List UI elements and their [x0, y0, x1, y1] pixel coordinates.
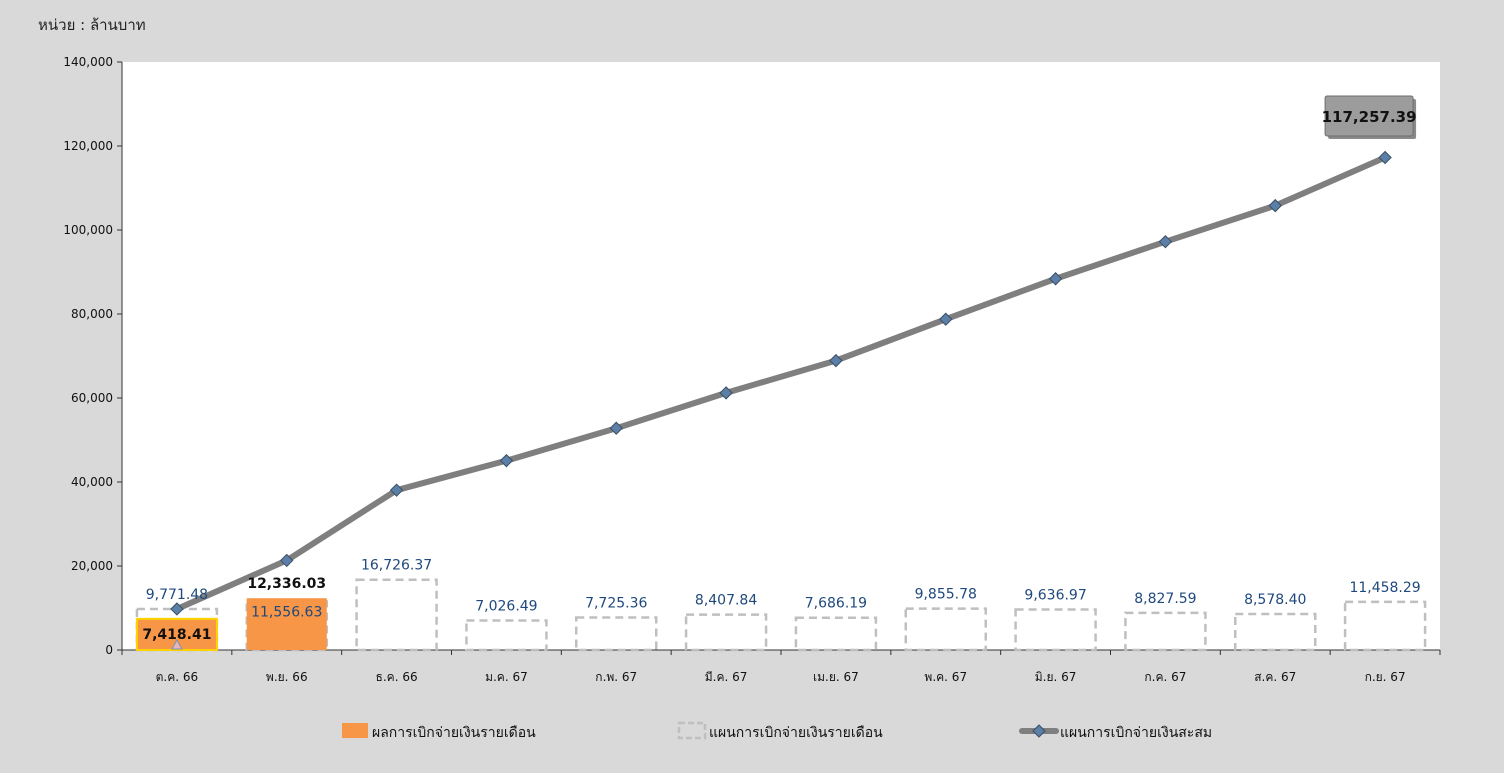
- line-marker: [829, 353, 843, 368]
- x-tick-label: ก.พ. 67: [595, 670, 637, 684]
- callout-value: 117,257.39: [1322, 108, 1417, 126]
- plan-bar: [794, 616, 878, 652]
- cumulative-line-path: [173, 154, 1389, 612]
- line-marker: [939, 312, 953, 326]
- y-tick-label: 80,000: [71, 307, 113, 321]
- actual-bar: [246, 598, 327, 650]
- plan-bar: [575, 616, 658, 652]
- legend-swatch-actual: [342, 723, 368, 738]
- actual-value-label: 7,418.41: [142, 627, 211, 643]
- end-callout: 117,257.39: [1322, 95, 1417, 139]
- plan-bar: [1343, 600, 1427, 652]
- y-tick-label: 100,000: [63, 223, 113, 237]
- x-tick-label: พ.ค. 67: [924, 670, 967, 684]
- line-marker: [1378, 150, 1392, 165]
- plan-bar: [1234, 612, 1317, 652]
- x-axis: ต.ค. 66 พ.ย. 66 ธ.ค. 66 ม.ค. 67 ก.พ. 67 มี.ค.…: [121, 649, 1441, 684]
- line-marker: [1048, 272, 1063, 286]
- y-tick-label: 120,000: [63, 139, 113, 153]
- y-tick-label: 20,000: [71, 559, 113, 573]
- actual-value-label: 12,336.03: [247, 576, 326, 592]
- plan-value-label: 11,556.63: [251, 604, 322, 620]
- y-tick-label: 60,000: [71, 391, 113, 405]
- line-marker: [1268, 198, 1282, 213]
- line-marker: [280, 553, 294, 568]
- legend-label-plan: แผนการเบิกจ่ายเงินรายเดือน: [709, 725, 883, 741]
- plot-area: [122, 62, 1440, 650]
- unit-label: หน่วย : ล้านบาท: [38, 16, 146, 34]
- plan-value-label: 8,407.84: [695, 593, 757, 609]
- plan-value-label: 8,827.59: [1134, 591, 1196, 607]
- line-marker: [170, 602, 184, 616]
- y-tick-label: 40,000: [71, 475, 113, 489]
- x-tick-label: มี.ค. 67: [705, 670, 748, 684]
- x-tick-label: ธ.ค. 66: [376, 670, 418, 684]
- x-tick-label: พ.ย. 66: [266, 670, 308, 684]
- data-labels: 9,771.48 11,556.63 16,726.37 7,026.49 7,725.…: [142, 558, 1420, 643]
- actual-bars: [135, 598, 327, 651]
- plan-value-label: 7,026.49: [475, 598, 537, 614]
- plan-value-label: 9,855.78: [915, 587, 977, 603]
- x-tick-label: ต.ค. 66: [156, 670, 199, 684]
- line-marker: [719, 386, 733, 400]
- triangle-marker: [171, 638, 183, 650]
- plan-bar: [355, 578, 438, 652]
- x-tick-label: ก.ค. 67: [1144, 670, 1186, 684]
- y-tick-label: 140,000: [63, 55, 113, 69]
- x-tick-label: ม.ค. 67: [485, 670, 528, 684]
- x-tick-label: ส.ค. 67: [1254, 670, 1296, 684]
- callout-box: [1324, 95, 1414, 137]
- y-axis: 0 20,000 40,000 60,000 80,000 100,000 120,000 1…: [63, 55, 123, 657]
- plan-bar: [465, 619, 548, 652]
- plan-bar: [904, 607, 987, 652]
- legend-label-actual: ผลการเบิกจ่ายเงินรายเดือน: [372, 725, 536, 741]
- line-marker: [499, 453, 514, 468]
- plan-value-label: 8,578.40: [1244, 592, 1306, 608]
- line-marker: [609, 421, 623, 435]
- plan-value-label: 9,636.97: [1024, 588, 1086, 604]
- legend-swatch-marker: [1032, 724, 1046, 738]
- plan-value-label: 11,458.29: [1349, 580, 1420, 596]
- x-tick-label: มิ.ย. 67: [1035, 670, 1077, 684]
- legend: ผลการเบิกจ่ายเงินรายเดือน แผนการเบิกจ่ายเ…: [342, 721, 1212, 741]
- plan-bar: [1014, 608, 1097, 652]
- plan-value-label: 16,726.37: [361, 558, 432, 574]
- legend-label-line: แผนการเบิกจ่ายเงินสะสม: [1060, 725, 1212, 741]
- y-tick-label: 0: [105, 643, 113, 657]
- line-marker: [389, 483, 404, 497]
- plan-bar: [684, 613, 768, 652]
- legend-swatch-plan: [677, 721, 707, 740]
- x-tick-label: เม.ย. 67: [813, 670, 859, 684]
- line-marker: [1158, 234, 1173, 249]
- plan-value-label: 9,771.48: [146, 587, 208, 603]
- plan-value-label: 7,686.19: [805, 596, 867, 612]
- cumulative-line: [170, 150, 1392, 650]
- plan-value-label: 7,725.36: [585, 596, 647, 612]
- x-tick-label: ก.ย. 67: [1365, 670, 1406, 684]
- plan-bar: [1124, 611, 1207, 652]
